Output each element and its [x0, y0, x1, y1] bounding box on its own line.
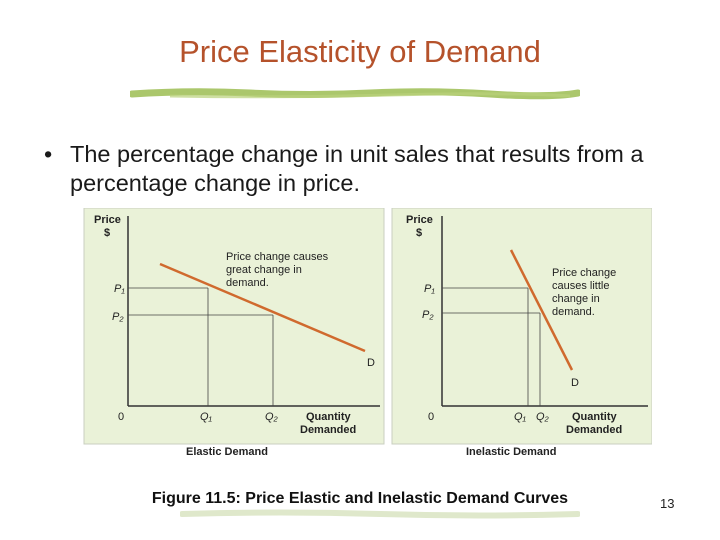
inelastic-annotation-line-1: Price change: [552, 267, 616, 279]
elastic-demand-curve: [159, 262, 366, 353]
inelastic-annotation-line-2: causes little: [552, 280, 609, 292]
elastic-q1-label: Q₁: [200, 411, 213, 423]
inelastic-panel-title: Inelastic Demand: [466, 446, 556, 458]
slide-title: Price Elasticity of Demand: [179, 34, 541, 69]
elastic-demand-chart: Price $ P₁ P₂ 0 Q₁ Q₂ Quantity Demanded …: [94, 214, 380, 458]
caption-underline: [180, 509, 580, 519]
elastic-y-label: Price: [94, 214, 121, 226]
elastic-q2-label: Q₂: [265, 411, 279, 423]
inelastic-q2-label: Q₂: [536, 411, 550, 423]
elastic-origin-label: 0: [118, 411, 124, 423]
bullet-text: The percentage change in unit sales that…: [70, 141, 644, 196]
inelastic-curve-label: D: [571, 377, 579, 389]
elastic-x-label-2: Demanded: [300, 424, 356, 436]
elastic-annotation-line-1: Price change causes: [226, 251, 329, 263]
inelastic-panel: [391, 208, 652, 445]
inelastic-y-unit: $: [416, 227, 422, 239]
inelastic-q1-label: Q₁: [514, 411, 527, 423]
elastic-panel-title: Elastic Demand: [186, 446, 268, 458]
demand-curves-figure: Price $ P₁ P₂ 0 Q₁ Q₂ Quantity Demanded …: [83, 208, 652, 458]
elastic-x-label: Quantity: [306, 411, 351, 423]
inelastic-origin-label: 0: [428, 411, 434, 423]
elastic-annotation-line-2: great change in: [226, 264, 302, 276]
inelastic-demand-curve: [509, 249, 574, 371]
bullet-icon: •: [44, 141, 53, 167]
elastic-panel: [83, 208, 385, 445]
inelastic-p2-label: P₂: [422, 309, 434, 321]
inelastic-demand-chart: Price $ P₁ P₂ 0 Q₁ Q₂ Quantity Demanded …: [406, 214, 648, 458]
inelastic-x-label-2: Demanded: [566, 424, 622, 436]
elastic-p2-label: P₂: [112, 311, 124, 323]
elastic-y-unit: $: [104, 227, 110, 239]
title-underline: [130, 88, 580, 100]
inelastic-y-label: Price: [406, 214, 433, 226]
inelastic-p1-label: P₁: [424, 283, 435, 295]
page-number: 13: [660, 496, 675, 511]
elastic-annotation-line-3: demand.: [226, 277, 269, 289]
inelastic-annotation-line-3: change in: [552, 293, 600, 305]
inelastic-x-label: Quantity: [572, 411, 617, 423]
elastic-curve-label: D: [367, 357, 375, 369]
figure-caption: Figure 11.5: Price Elastic and Inelastic…: [151, 490, 569, 507]
elastic-p1-label: P₁: [114, 283, 125, 295]
inelastic-annotation-line-4: demand.: [552, 306, 595, 318]
